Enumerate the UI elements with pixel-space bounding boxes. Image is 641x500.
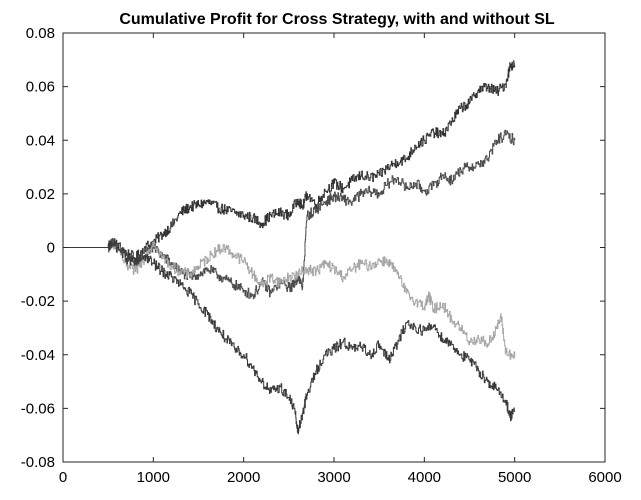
x-tick-label: 6000 <box>588 469 621 486</box>
series-line-3 <box>63 238 516 360</box>
x-tick-label: 1000 <box>137 469 170 486</box>
y-tick-label: 0 <box>47 240 55 257</box>
y-tick-label: 0.06 <box>26 79 55 96</box>
y-tick-label: -0.06 <box>21 400 55 417</box>
y-tick-label: -0.02 <box>21 293 55 310</box>
series-line-1 <box>63 60 516 262</box>
series-line-4 <box>63 239 516 435</box>
x-tick-label: 5000 <box>498 469 531 486</box>
x-tick-label: 2000 <box>227 469 260 486</box>
x-tick-label: 0 <box>59 469 67 486</box>
x-tick-label: 3000 <box>317 469 350 486</box>
y-tick-label: 0.02 <box>26 186 55 203</box>
chart-title: Cumulative Profit for Cross Strategy, wi… <box>119 11 555 28</box>
axes: 0 1000 2000 3000 4000 5000 6000 -0.08 -0.06 -0.04… <box>21 25 622 486</box>
y-tick-label: -0.04 <box>21 347 55 364</box>
series-line-2 <box>63 129 516 300</box>
y-tick-label: 0.04 <box>26 132 55 149</box>
x-tick-label: 4000 <box>408 469 441 486</box>
y-tick-label: -0.08 <box>21 454 55 471</box>
y-tick-label: 0.08 <box>26 25 55 42</box>
series-layer <box>63 60 516 435</box>
